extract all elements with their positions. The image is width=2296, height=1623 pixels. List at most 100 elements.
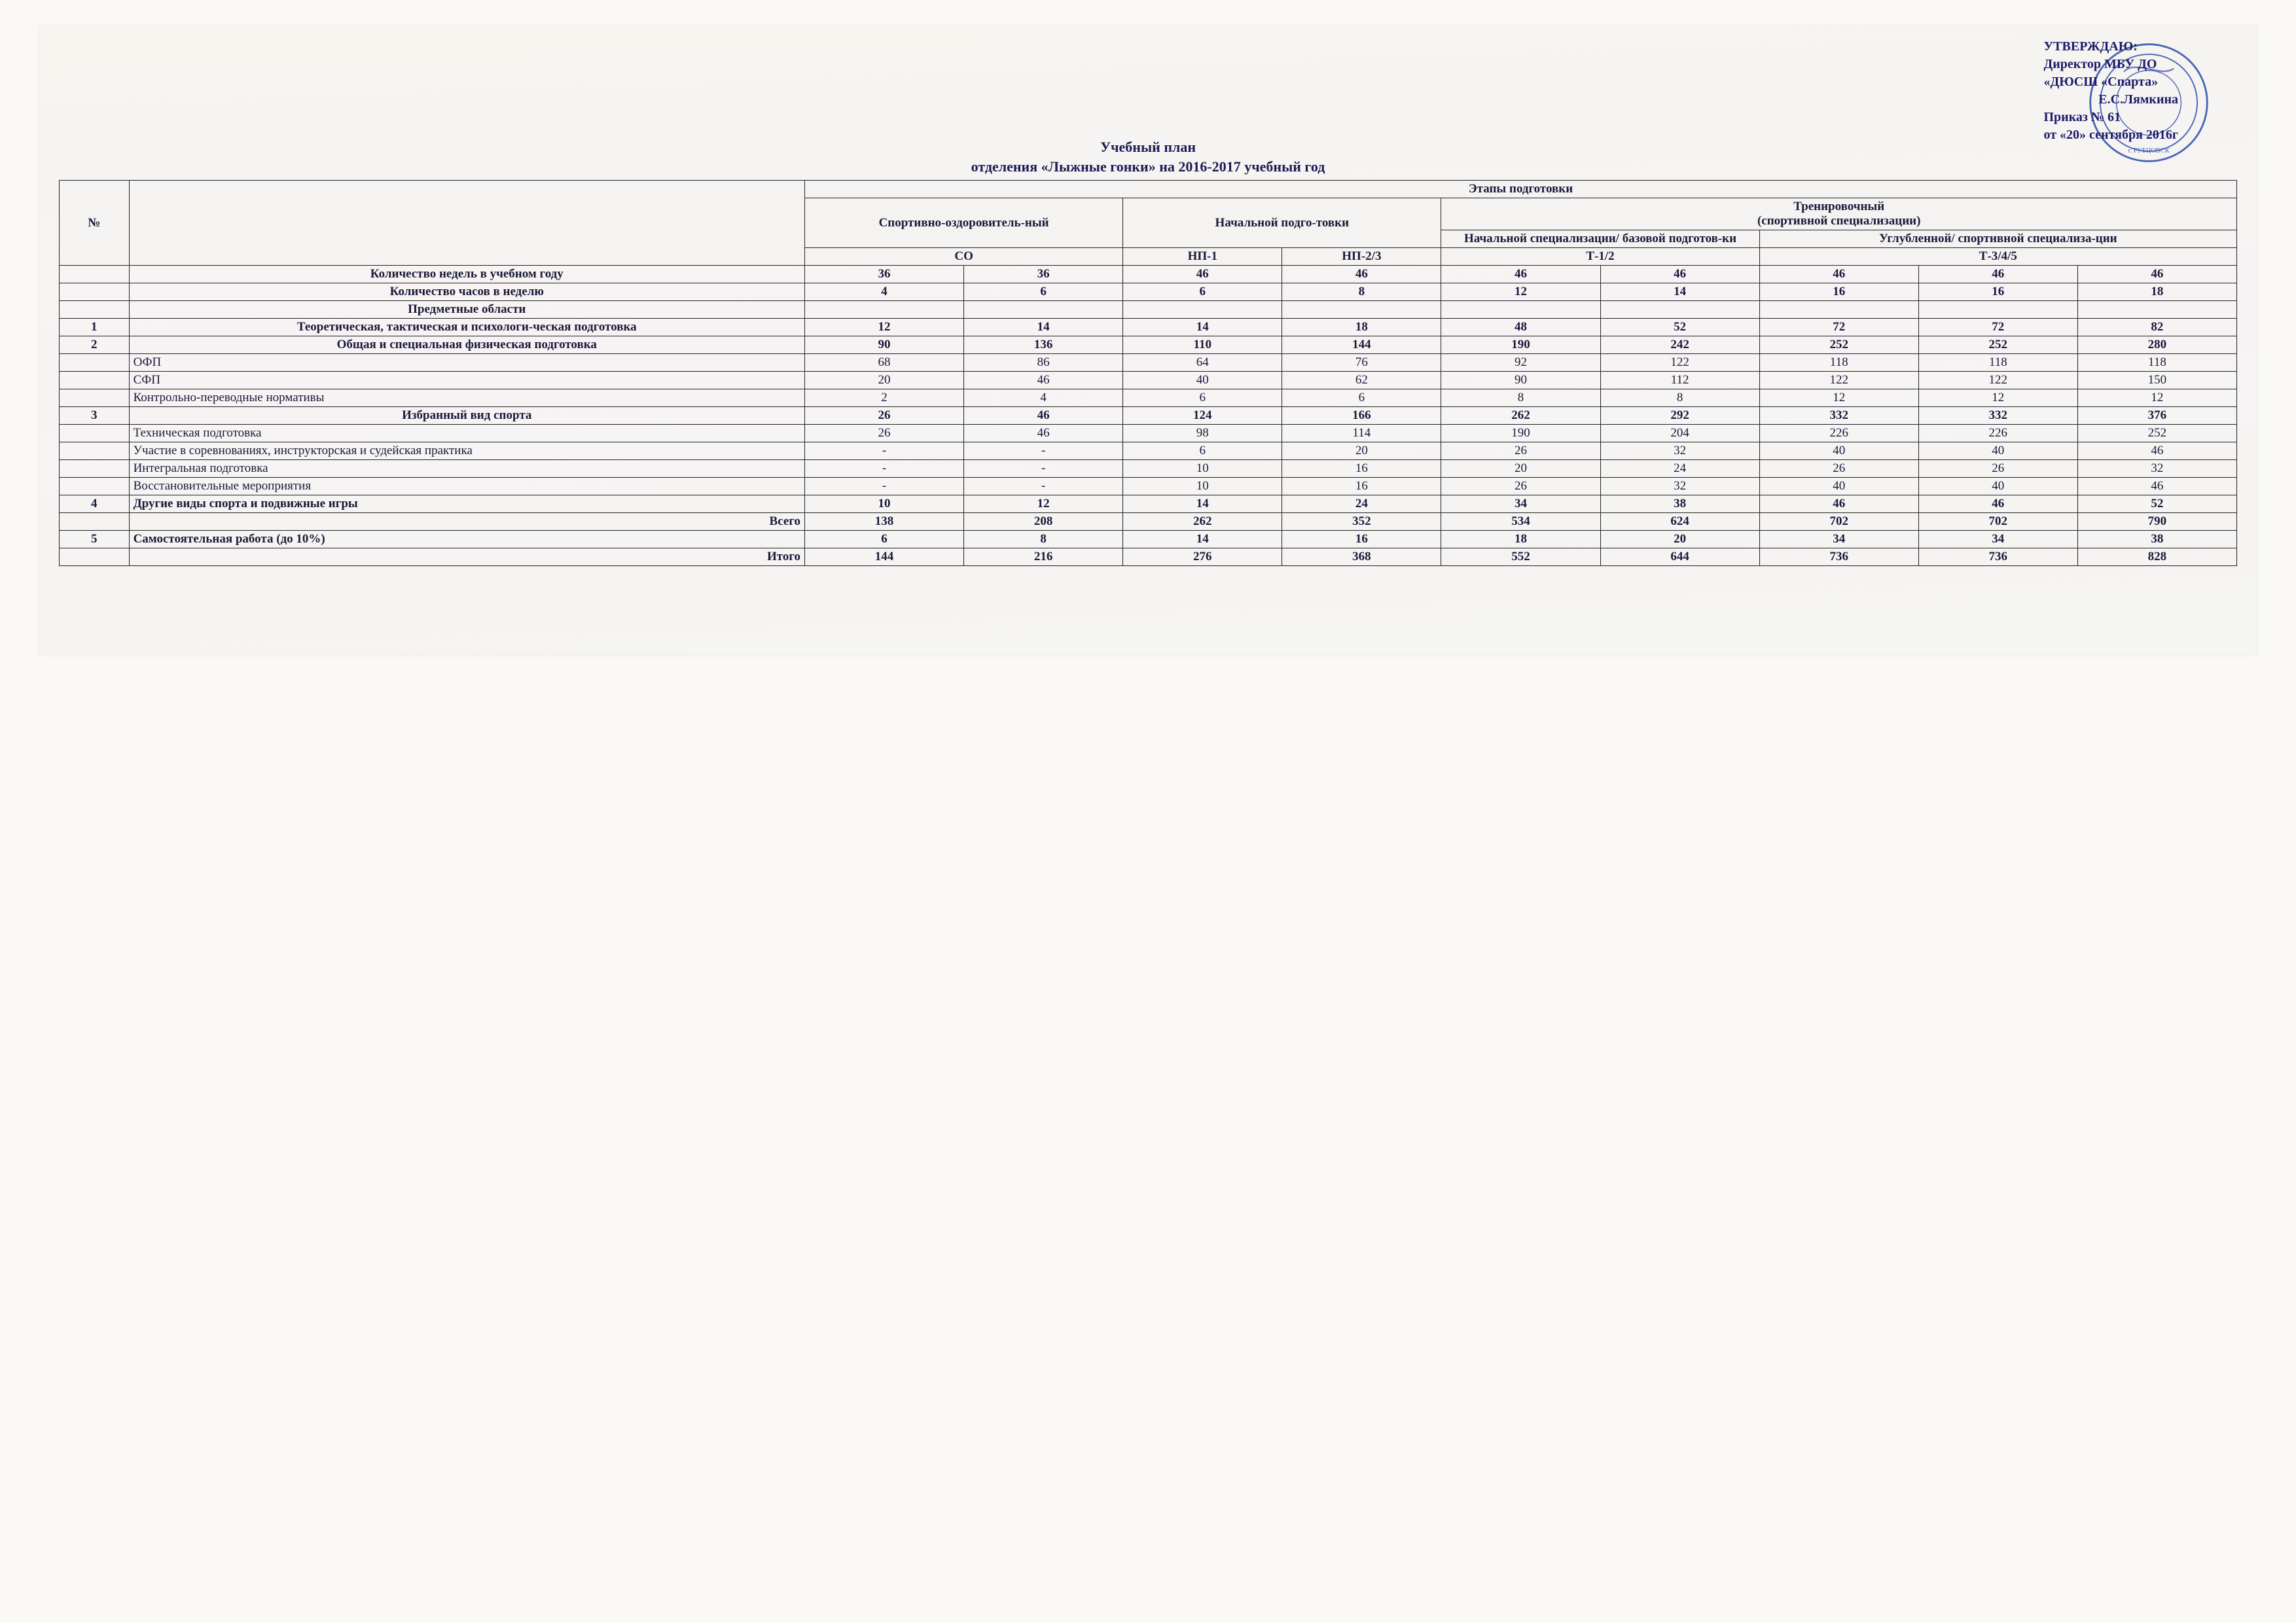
value-cell: 208 <box>964 513 1123 531</box>
table-row: Предметные области <box>60 301 2237 319</box>
value-cell: 166 <box>1282 407 1441 425</box>
value-cell: 150 <box>2077 372 2236 389</box>
value-cell: 252 <box>1918 336 2077 354</box>
value-cell: - <box>804 460 963 478</box>
header-code-np23: НП-2/3 <box>1282 248 1441 266</box>
row-num: 2 <box>60 336 130 354</box>
value-cell: 34 <box>1441 495 1600 513</box>
table-row: Количество часов в неделю46681214161618 <box>60 283 2237 301</box>
value-cell: 118 <box>2077 354 2236 372</box>
value-cell: 14 <box>964 319 1123 336</box>
value-cell: 38 <box>1600 495 1759 513</box>
value-cell: 38 <box>2077 531 2236 548</box>
value-cell <box>1759 301 1918 319</box>
table-row: Контрольно-переводные нормативы246688121… <box>60 389 2237 407</box>
value-cell: 144 <box>804 548 963 566</box>
value-cell: 26 <box>804 407 963 425</box>
header-sport-health: Спортивно-оздоровитель-ный <box>804 198 1122 248</box>
header-num: № <box>60 181 130 266</box>
value-cell: 16 <box>1282 531 1441 548</box>
value-cell: 40 <box>1123 372 1282 389</box>
row-num <box>60 283 130 301</box>
document-title: Учебный план отделения «Лыжные гонки» на… <box>59 137 2237 176</box>
value-cell: 36 <box>964 266 1123 283</box>
table-row: 4Другие виды спорта и подвижные игры1012… <box>60 495 2237 513</box>
value-cell: 226 <box>1918 425 2077 442</box>
row-name: ОФП <box>129 354 804 372</box>
table-row: Участие в соревнованиях, инструкторская … <box>60 442 2237 460</box>
header-training-basic: Начальной специализации/ базовой подгото… <box>1441 230 1759 248</box>
value-cell: 8 <box>1600 389 1759 407</box>
header-name-blank <box>129 181 804 266</box>
header-code-so: СО <box>804 248 1122 266</box>
value-cell: - <box>964 478 1123 495</box>
value-cell: 34 <box>1759 531 1918 548</box>
row-num <box>60 372 130 389</box>
table-row: Интегральная подготовка--10162024262632 <box>60 460 2237 478</box>
row-name: Техническая подготовка <box>129 425 804 442</box>
table-body: Количество недель в учебном году36364646… <box>60 266 2237 566</box>
row-name: Участие в соревнованиях, инструкторская … <box>129 442 804 460</box>
value-cell: 12 <box>804 319 963 336</box>
value-cell: 24 <box>1600 460 1759 478</box>
value-cell: 4 <box>964 389 1123 407</box>
value-cell: 46 <box>1123 266 1282 283</box>
value-cell: 52 <box>2077 495 2236 513</box>
value-cell: 98 <box>1123 425 1282 442</box>
value-cell: 46 <box>1759 266 1918 283</box>
value-cell: 276 <box>1123 548 1282 566</box>
row-num <box>60 266 130 283</box>
row-name: СФП <box>129 372 804 389</box>
header-training: Тренировочный (спортивной специализации) <box>1441 198 2237 230</box>
value-cell: 368 <box>1282 548 1441 566</box>
value-cell: 18 <box>1441 531 1600 548</box>
value-cell: 46 <box>2077 442 2236 460</box>
value-cell: 36 <box>804 266 963 283</box>
row-num <box>60 548 130 566</box>
row-num <box>60 354 130 372</box>
value-cell: 40 <box>1759 442 1918 460</box>
value-cell: 242 <box>1600 336 1759 354</box>
value-cell: 8 <box>964 531 1123 548</box>
value-cell: 32 <box>1600 442 1759 460</box>
value-cell: 72 <box>1759 319 1918 336</box>
value-cell: 252 <box>1759 336 1918 354</box>
row-num <box>60 442 130 460</box>
value-cell: 702 <box>1759 513 1918 531</box>
value-cell: 190 <box>1441 425 1600 442</box>
table-row: 2Общая и специальная физическая подготов… <box>60 336 2237 354</box>
value-cell: 138 <box>804 513 963 531</box>
value-cell <box>1441 301 1600 319</box>
value-cell: 46 <box>964 425 1123 442</box>
row-name: Восстановительные мероприятия <box>129 478 804 495</box>
value-cell: 68 <box>804 354 963 372</box>
row-name: Контрольно-переводные нормативы <box>129 389 804 407</box>
value-cell: 702 <box>1918 513 2077 531</box>
value-cell: 14 <box>1123 319 1282 336</box>
value-cell: 114 <box>1282 425 1441 442</box>
value-cell: 6 <box>804 531 963 548</box>
header-code-t345: Т-3/4/5 <box>1759 248 2236 266</box>
row-name: Количество недель в учебном году <box>129 266 804 283</box>
value-cell: 112 <box>1600 372 1759 389</box>
value-cell: 552 <box>1441 548 1600 566</box>
value-cell: 122 <box>1918 372 2077 389</box>
row-name: Самостоятельная работа (до 10%) <box>129 531 804 548</box>
value-cell: - <box>964 442 1123 460</box>
value-cell: 216 <box>964 548 1123 566</box>
value-cell: 292 <box>1600 407 1759 425</box>
value-cell: 118 <box>1918 354 2077 372</box>
approval-line-3: «ДЮСШ «Спарта» <box>2044 73 2179 91</box>
value-cell: 790 <box>2077 513 2236 531</box>
value-cell: 10 <box>1123 460 1282 478</box>
curriculum-table: № Этапы подготовки Спортивно-оздоровител… <box>59 180 2237 566</box>
value-cell: 16 <box>1282 460 1441 478</box>
value-cell: 122 <box>1759 372 1918 389</box>
value-cell: 46 <box>1918 266 2077 283</box>
value-cell: 46 <box>964 407 1123 425</box>
value-cell <box>2077 301 2236 319</box>
value-cell <box>1600 301 1759 319</box>
title-line-2: отделения «Лыжные гонки» на 2016-2017 уч… <box>59 157 2237 177</box>
value-cell: 122 <box>1600 354 1759 372</box>
value-cell: 86 <box>964 354 1123 372</box>
